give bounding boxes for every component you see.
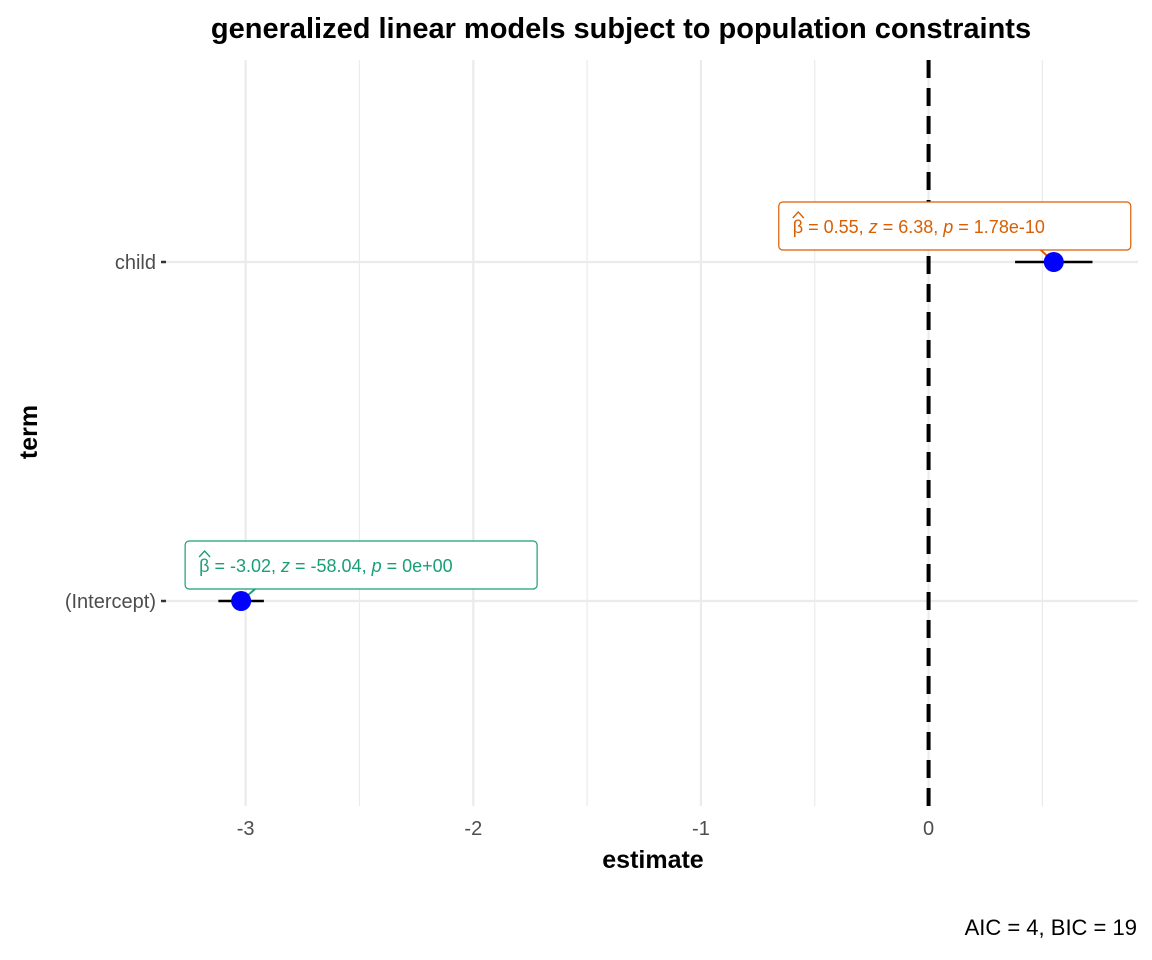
stat-label-z-text: = 6.38,	[878, 217, 939, 237]
y-tick-label: (Intercept)	[65, 591, 156, 613]
stat-label-beta-text: = -3.02,	[209, 556, 276, 576]
stat-label-beta-symbol: β	[793, 217, 803, 237]
stat-label-z-text: = -58.04,	[290, 556, 367, 576]
stat-label-p-text: = 1.78e-10	[953, 217, 1045, 237]
stat-label-beta-text: = 0.55,	[803, 217, 864, 237]
stat-label-box	[778, 201, 1132, 251]
annotation-labels: β = -3.02, z = -58.04, p = 0e+00β = 0.55…	[184, 201, 1132, 611]
stat-label-p-symbol: p	[367, 556, 382, 576]
beta-hat-mark	[198, 549, 211, 558]
stat-label-beta-symbol: β	[199, 556, 209, 576]
chart-caption: AIC = 4, BIC = 19	[965, 915, 1137, 940]
y-axis-title: term	[15, 405, 43, 459]
chart-title: generalized linear models subject to pop…	[211, 13, 1031, 45]
estimate-point	[1043, 252, 1064, 272]
stat-label-p-text: = 0e+00	[382, 556, 453, 576]
axes: -3 -2 -1 0 (Intercept) child	[65, 252, 934, 840]
stat-label-text: β = -3.02, z = -58.04, p = 0e+00	[199, 556, 453, 576]
beta-hat-mark	[792, 210, 805, 219]
y-tick-label: child	[115, 252, 156, 274]
x-tick-label: -3	[237, 818, 255, 840]
stat-label-p-symbol: p	[938, 217, 953, 237]
x-axis-title: estimate	[602, 846, 704, 874]
x-tick-label: -2	[464, 818, 482, 840]
stat-label-box	[184, 540, 538, 590]
estimate-point	[231, 591, 252, 611]
x-tick-label: 0	[923, 818, 934, 840]
stat-label-z-symbol: z	[276, 556, 290, 576]
stat-label-text: β = 0.55, z = 6.38, p = 1.78e-10	[793, 217, 1045, 237]
x-tick-label: -1	[692, 818, 710, 840]
stat-label-z-symbol: z	[864, 217, 878, 237]
grid-lines	[166, 60, 1138, 806]
